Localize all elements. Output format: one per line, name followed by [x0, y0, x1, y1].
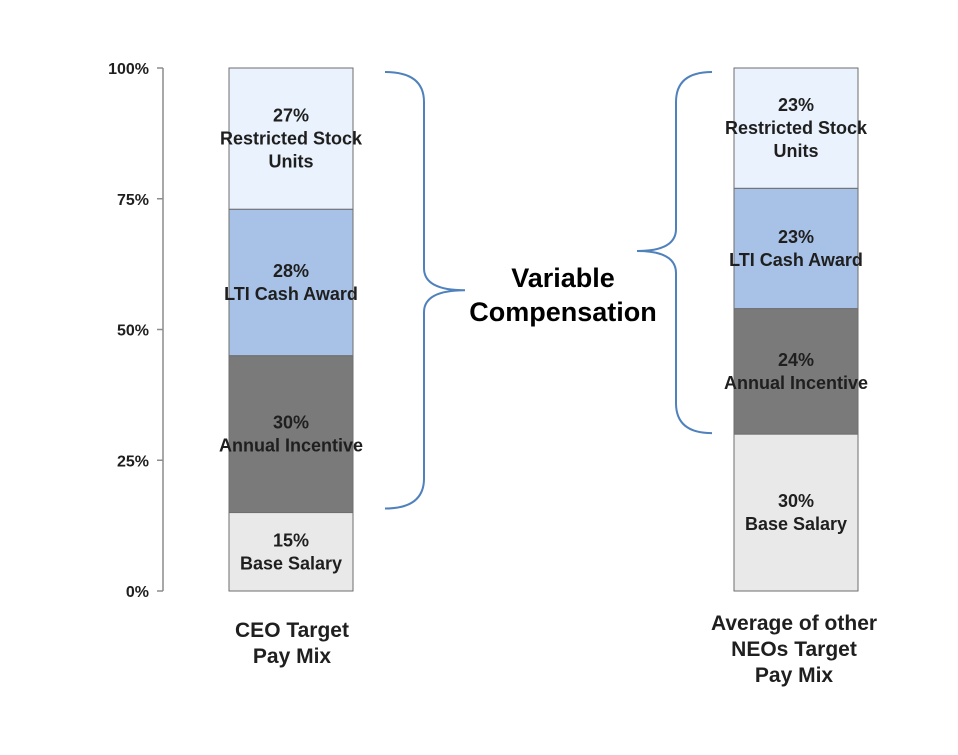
y-tick-label: 25% — [117, 453, 149, 470]
bar-segment-restricted-stock-units — [228, 67, 354, 210]
y-tick-label: 0% — [126, 584, 149, 601]
brace-neos — [636, 71, 713, 435]
y-tick-label: 50% — [117, 323, 149, 340]
segment-data-label: 15% Base Salary — [240, 530, 342, 573]
bar-segment-base-salary — [228, 512, 354, 592]
segment-data-label: 23% Restricted Stock Units — [725, 95, 868, 161]
category-label: Average of other NEOs Target Pay Mix — [711, 612, 877, 687]
segment-data-label: 28% LTI Cash Award — [224, 261, 358, 304]
category-labels: CEO Target Pay Mix Average of other NEOs Ta… — [235, 612, 877, 687]
bars: 15% Base Salary 30% Annual Incentive 28% LTI … — [219, 67, 868, 592]
segment-data-label: 30% Annual Incentive — [219, 413, 363, 456]
segment-data-label: 30% Base Salary — [745, 491, 847, 534]
bar-segment-lti-cash-award — [228, 208, 354, 357]
annotation-text: Variable Compensation — [469, 263, 657, 327]
bar-segment-annual-incentive — [733, 308, 859, 435]
y-tick-label: 100% — [108, 61, 149, 78]
bar-segment-restricted-stock-units — [733, 67, 859, 189]
brace-ceo — [384, 71, 466, 510]
variable-compensation-annotation: Variable Compensation — [469, 263, 657, 327]
segment-data-label: 23% LTI Cash Award — [729, 227, 863, 270]
segment-data-label: 24% Annual Incentive — [724, 350, 868, 393]
variable-compensation-braces — [384, 71, 713, 510]
category-label: CEO Target Pay Mix — [235, 619, 349, 668]
bar-segment-annual-incentive — [228, 355, 354, 514]
bar-segment-lti-cash-award — [733, 187, 859, 310]
y-tick-label: 75% — [117, 192, 149, 209]
segment-data-label: 27% Restricted Stock Units — [220, 106, 363, 172]
bar-segment-base-salary — [733, 433, 859, 592]
y-axis: 0% 25% 50% 75% 100% — [108, 61, 164, 601]
